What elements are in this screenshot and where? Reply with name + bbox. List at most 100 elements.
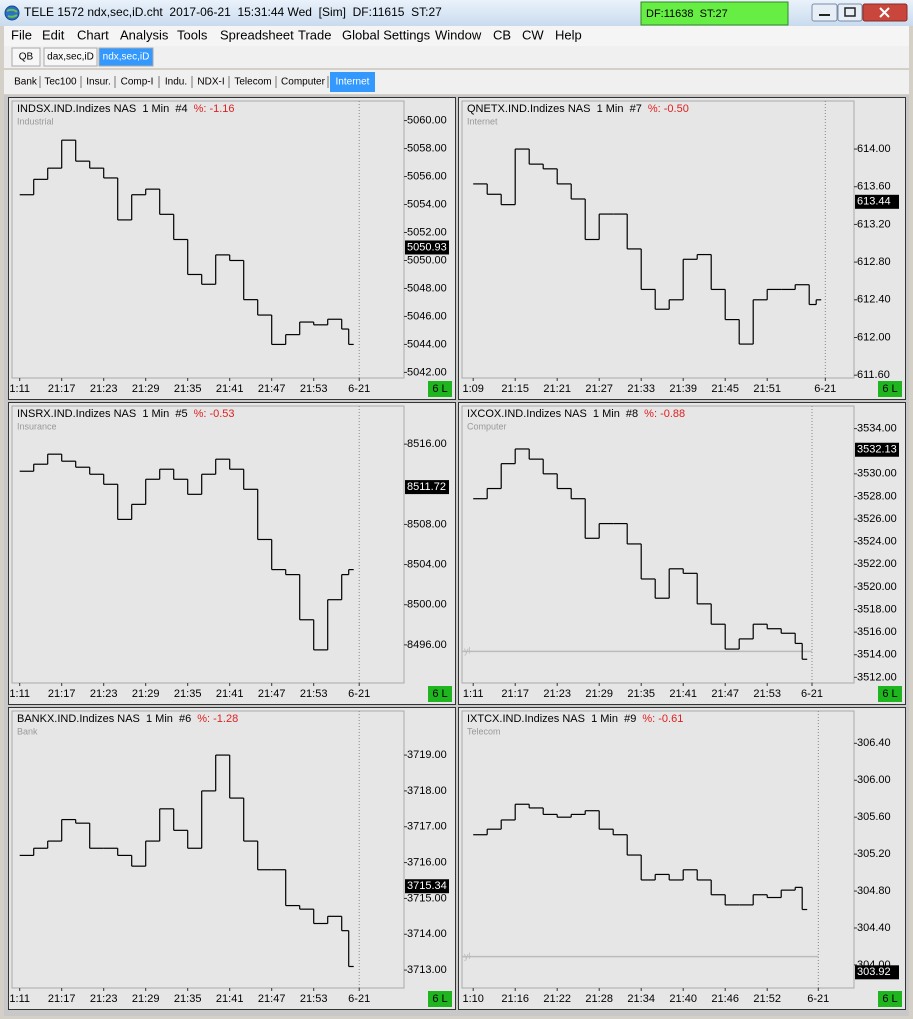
x-tick-label: 6-21 bbox=[807, 993, 829, 1005]
app-icon-land bbox=[6, 8, 18, 18]
chart-panel: IXTCX.IND.Indizes NAS 1 Min #9 %: -0.61 Te… bbox=[458, 707, 906, 1010]
tab-label[interactable]: dax,sec,iD bbox=[47, 52, 94, 63]
menu-bar bbox=[4, 26, 909, 46]
subtab-label[interactable]: NDX-I bbox=[197, 77, 224, 88]
x-tick-label: 21:23 bbox=[543, 688, 571, 700]
x-tick-label: 21:51 bbox=[753, 383, 781, 395]
symbol-title: IXCOX.IND.Indizes NAS 1 Min #8 bbox=[467, 408, 638, 420]
percent-change: %: -0.61 bbox=[642, 713, 683, 725]
chart-panel: QNETX.IND.Indizes NAS 1 Min #7 %: -0.50 In… bbox=[458, 97, 906, 400]
plot-area bbox=[461, 100, 855, 379]
y-tick-label: 5052.00 bbox=[407, 226, 447, 238]
panel-background bbox=[8, 707, 456, 1010]
badge-label: 6 L bbox=[882, 993, 897, 1005]
panel-background bbox=[458, 97, 906, 400]
panel-background bbox=[8, 402, 456, 705]
y-tick-label: 304.40 bbox=[857, 922, 891, 934]
y-tick-label: 304.80 bbox=[857, 885, 891, 897]
badge-label: 6 L bbox=[432, 688, 447, 700]
tab[interactable] bbox=[98, 47, 154, 67]
chart-subtitle: Internet bbox=[467, 116, 498, 126]
y-tick-label: 613.60 bbox=[857, 181, 891, 193]
menu-item[interactable]: File bbox=[11, 27, 32, 42]
x-tick-label: 21:53 bbox=[300, 993, 328, 1005]
y-tick-label: 8504.00 bbox=[407, 558, 447, 570]
x-tick-label: 1:11 bbox=[9, 688, 30, 700]
badge-label: 6 L bbox=[882, 688, 897, 700]
menu-item[interactable]: Trade bbox=[298, 27, 331, 42]
y-tick-label: 612.00 bbox=[857, 331, 891, 343]
subtab[interactable] bbox=[330, 72, 375, 92]
x-tick-label: 21:17 bbox=[48, 383, 76, 395]
menu-item[interactable]: Tools bbox=[177, 27, 208, 42]
percent-change: %: -0.88 bbox=[644, 408, 685, 420]
symbol-title: QNETX.IND.Indizes NAS 1 Min #7 bbox=[467, 103, 642, 115]
y-tick-label: 3717.00 bbox=[407, 821, 447, 833]
x-tick-label: 21:16 bbox=[501, 993, 529, 1005]
last-price-label: 613.44 bbox=[857, 196, 891, 208]
subtab-label[interactable]: Internet bbox=[336, 77, 370, 88]
subtab-label[interactable]: Tec100 bbox=[44, 77, 77, 88]
symbol-title: INSRX.IND.Indizes NAS 1 Min #5 bbox=[17, 408, 188, 420]
tab[interactable] bbox=[11, 47, 41, 67]
x-tick-label: 21:53 bbox=[753, 688, 781, 700]
y-tick-label: 3714.00 bbox=[407, 928, 447, 940]
tab-label[interactable]: ndx,sec,iD bbox=[103, 52, 150, 63]
last-price-box bbox=[855, 194, 899, 209]
x-tick-label: 21:29 bbox=[132, 993, 160, 1005]
minimize-button[interactable] bbox=[811, 3, 838, 22]
subtab-label[interactable]: Bank bbox=[14, 77, 38, 88]
x-tick-label: 21:28 bbox=[585, 993, 613, 1005]
x-tick-label: 21:35 bbox=[174, 993, 202, 1005]
x-tick-label: 21:23 bbox=[90, 993, 118, 1005]
menu-item[interactable]: Spreadsheet bbox=[220, 27, 294, 42]
badge-label: 6 L bbox=[432, 383, 447, 395]
maximize-button[interactable] bbox=[837, 3, 863, 22]
percent-change: %: -0.50 bbox=[648, 103, 689, 115]
y-tick-label: 3718.00 bbox=[407, 785, 447, 797]
subtab-label[interactable]: Telecom bbox=[234, 77, 271, 88]
x-tick-label: 21:45 bbox=[711, 383, 739, 395]
chart-title: INDSX.IND.Indizes NAS 1 Min #4 %: -1.16 bbox=[17, 103, 235, 115]
y-tick-label: 8516.00 bbox=[407, 438, 447, 450]
menu-item[interactable]: Help bbox=[555, 27, 582, 42]
tab[interactable] bbox=[43, 47, 98, 67]
badge bbox=[878, 381, 902, 397]
menu-item[interactable]: CB bbox=[493, 27, 511, 42]
subtab-label[interactable]: Comp-I bbox=[121, 77, 154, 88]
y-tick-label: 306.40 bbox=[857, 737, 891, 749]
plot-area bbox=[11, 405, 405, 684]
window-title: TELE 1572 ndx,sec,iD.cht 2017-06-21 15:3… bbox=[24, 5, 442, 19]
x-tick-label: 21:22 bbox=[543, 993, 571, 1005]
y-tick-label: 8496.00 bbox=[407, 639, 447, 651]
x-tick-label: 21:27 bbox=[585, 383, 613, 395]
y-tick-label: 613.20 bbox=[857, 218, 891, 230]
tab-label[interactable]: QB bbox=[19, 52, 34, 63]
chart-title: QNETX.IND.Indizes NAS 1 Min #7 %: -0.50 bbox=[467, 103, 689, 115]
x-tick-label: 21:35 bbox=[627, 688, 655, 700]
subtab-label[interactable]: Indu. bbox=[165, 77, 187, 88]
x-tick-label: 1:09 bbox=[462, 383, 483, 395]
subtab-label[interactable]: Computer bbox=[281, 77, 326, 88]
plot-area bbox=[461, 710, 855, 989]
menu-item[interactable]: Global Settings bbox=[342, 27, 431, 42]
menu-item[interactable]: Analysis bbox=[120, 27, 169, 42]
x-tick-label: 21:41 bbox=[216, 688, 244, 700]
x-tick-label: 21:46 bbox=[711, 993, 739, 1005]
subtab-label[interactable]: Insur. bbox=[86, 77, 110, 88]
x-tick-label: 21:41 bbox=[216, 383, 244, 395]
last-price-box bbox=[405, 480, 449, 495]
menu-item[interactable]: CW bbox=[522, 27, 544, 42]
y-tick-label: 5050.00 bbox=[407, 254, 447, 266]
y-tick-label: 306.00 bbox=[857, 774, 891, 786]
x-tick-label: 21:35 bbox=[174, 383, 202, 395]
y-tick-label: 3530.00 bbox=[857, 468, 897, 480]
y-tick-label: 3528.00 bbox=[857, 490, 897, 502]
menu-item[interactable]: Edit bbox=[42, 27, 65, 42]
x-tick-label: 21:41 bbox=[216, 993, 244, 1005]
last-price-label: 3532.13 bbox=[857, 444, 897, 456]
menu-item[interactable]: Chart bbox=[77, 27, 109, 42]
menu-item[interactable]: Window bbox=[435, 27, 482, 42]
chart-subtitle: Telecom bbox=[467, 726, 501, 736]
